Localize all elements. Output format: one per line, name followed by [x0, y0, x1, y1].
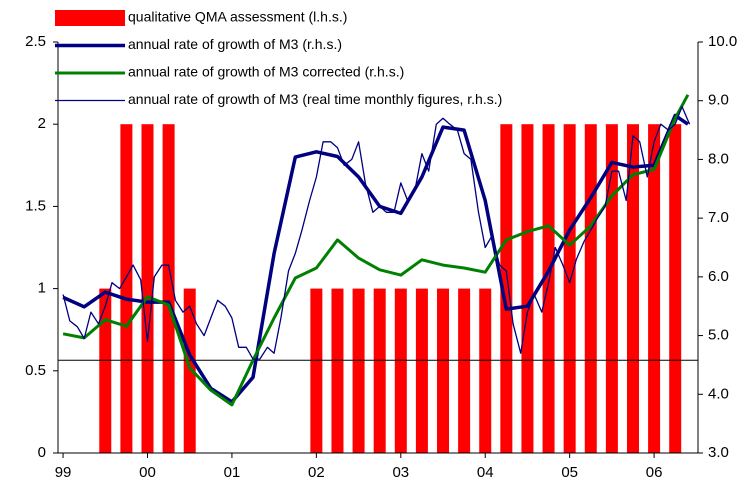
legend-label: annual rate of growth of M3 (real time m…	[128, 91, 502, 107]
bar	[500, 124, 513, 453]
x-tick-label: 00	[139, 464, 156, 481]
bar	[352, 288, 365, 453]
y2-tick-label: 9.0	[708, 92, 729, 109]
x-tick-label: 03	[392, 464, 409, 481]
bar	[479, 288, 492, 453]
bar	[605, 124, 618, 453]
bar	[415, 288, 428, 453]
bar	[563, 124, 576, 453]
bar	[669, 124, 682, 453]
x-tick-label: 02	[308, 464, 325, 481]
legend-swatch	[55, 10, 125, 26]
y2-tick-label: 5.0	[708, 327, 729, 344]
bar	[373, 288, 386, 453]
bar	[437, 288, 450, 453]
x-tick-label: 04	[477, 464, 494, 481]
bar	[458, 288, 471, 453]
y2-tick-label: 7.0	[708, 209, 729, 226]
bar	[521, 124, 534, 453]
bar	[626, 124, 639, 453]
bar	[331, 288, 344, 453]
bar	[120, 124, 133, 453]
y-tick-label: 2	[38, 115, 46, 132]
legend-label: annual rate of growth of M3 (r.h.s.)	[128, 36, 342, 52]
line	[62, 94, 690, 407]
y2-tick-label: 8.0	[708, 150, 729, 167]
y-tick-label: 2.5	[25, 33, 46, 50]
x-tick-label: 01	[224, 464, 241, 481]
y-tick-label: 1	[38, 280, 46, 297]
x-tick-label: 99	[55, 464, 72, 481]
y2-tick-label: 4.0	[708, 385, 729, 402]
y2-tick-label: 3.0	[708, 444, 729, 461]
y-tick-label: 1.5	[25, 197, 46, 214]
bar	[183, 288, 196, 453]
bar	[99, 288, 112, 453]
bar	[584, 124, 597, 453]
legend-label: annual rate of growth of M3 corrected (r…	[128, 64, 404, 80]
bar	[394, 288, 407, 453]
bar	[542, 124, 555, 453]
x-tick-label: 06	[646, 464, 663, 481]
y-tick-label: 0.5	[25, 362, 46, 379]
bar	[648, 124, 661, 453]
legend-label: qualitative QMA assessment (l.h.s.)	[128, 9, 347, 25]
bar	[141, 124, 154, 453]
x-tick-label: 05	[561, 464, 578, 481]
bar	[310, 288, 323, 453]
y2-tick-label: 6.0	[708, 268, 729, 285]
y-tick-label: 0	[38, 444, 46, 461]
line	[62, 105, 691, 360]
y2-tick-label: 10.0	[708, 33, 737, 50]
bar	[162, 124, 175, 453]
